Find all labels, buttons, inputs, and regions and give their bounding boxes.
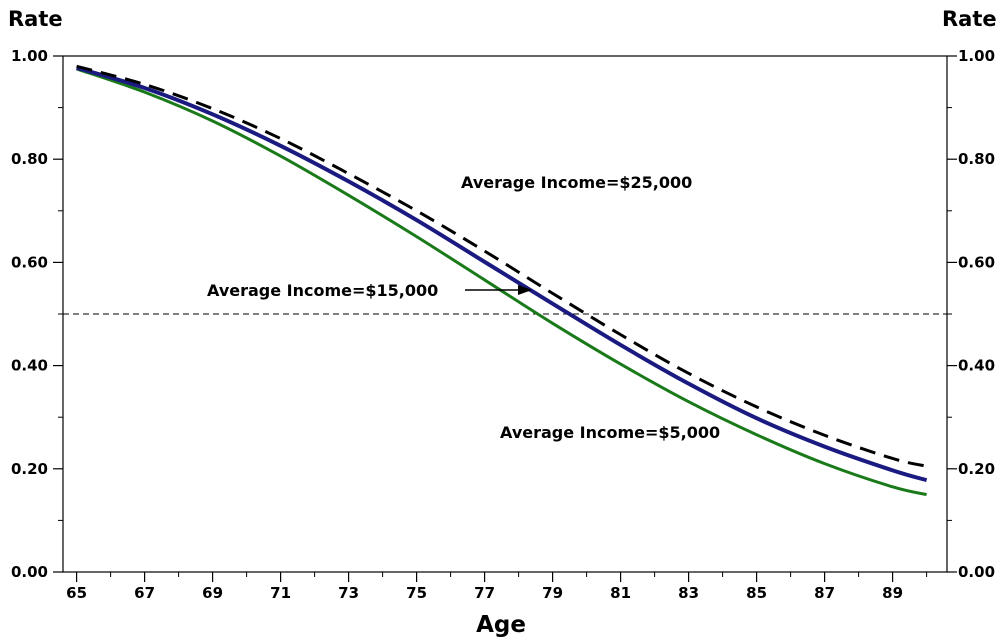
x-tick-label: 81	[610, 584, 631, 602]
series-layer	[76, 64, 928, 497]
x-tick-label: 71	[270, 584, 291, 602]
y-tick-label-left: 0.40	[11, 357, 48, 375]
annotation-arrow	[465, 285, 532, 295]
series-income-25000-line	[76, 64, 927, 468]
x-tick-label: 89	[882, 584, 903, 602]
x-tick-label: 67	[134, 584, 155, 602]
ticks-layer: 65 67 69 71 73 75 77 79 81 83 85 87 89 0.00 0.00 0.20 0.…	[11, 47, 995, 602]
x-tick-label: 79	[542, 584, 563, 602]
right-axis-title: Rate	[942, 7, 997, 31]
series-income-5000-line	[76, 67, 927, 497]
y-tick-label-right: 0.60	[958, 253, 995, 271]
y-tick-label-left: 0.80	[11, 150, 48, 168]
x-tick-label: 85	[746, 584, 767, 602]
y-tick-label-right: 1.00	[958, 47, 995, 65]
x-tick-label: 87	[814, 584, 835, 602]
annotation-5000: Average Income=$5,000	[500, 423, 720, 442]
annotation-15000: Average Income=$15,000	[207, 281, 438, 300]
annotation-25000: Average Income=$25,000	[461, 173, 692, 192]
y-tick-label-right: 0.20	[958, 460, 995, 478]
x-tick-label: 65	[66, 584, 87, 602]
y-tick-label-left: 0.00	[11, 563, 48, 581]
left-axis-title: Rate	[8, 7, 63, 31]
y-tick-label-right: 0.00	[958, 563, 995, 581]
x-tick-label: 75	[406, 584, 427, 602]
series-income-15000-line	[76, 65, 928, 483]
y-tick-label-right: 0.40	[958, 357, 995, 375]
y-tick-label-right: 0.80	[958, 150, 995, 168]
x-tick-label: 69	[202, 584, 223, 602]
y-tick-label-left: 0.60	[11, 253, 48, 271]
y-tick-label-left: 1.00	[11, 47, 48, 65]
y-tick-label-left: 0.20	[11, 460, 48, 478]
x-tick-label: 83	[678, 584, 699, 602]
x-tick-label: 77	[474, 584, 495, 602]
x-tick-label: 73	[338, 584, 359, 602]
x-axis-title: Age	[476, 612, 526, 638]
